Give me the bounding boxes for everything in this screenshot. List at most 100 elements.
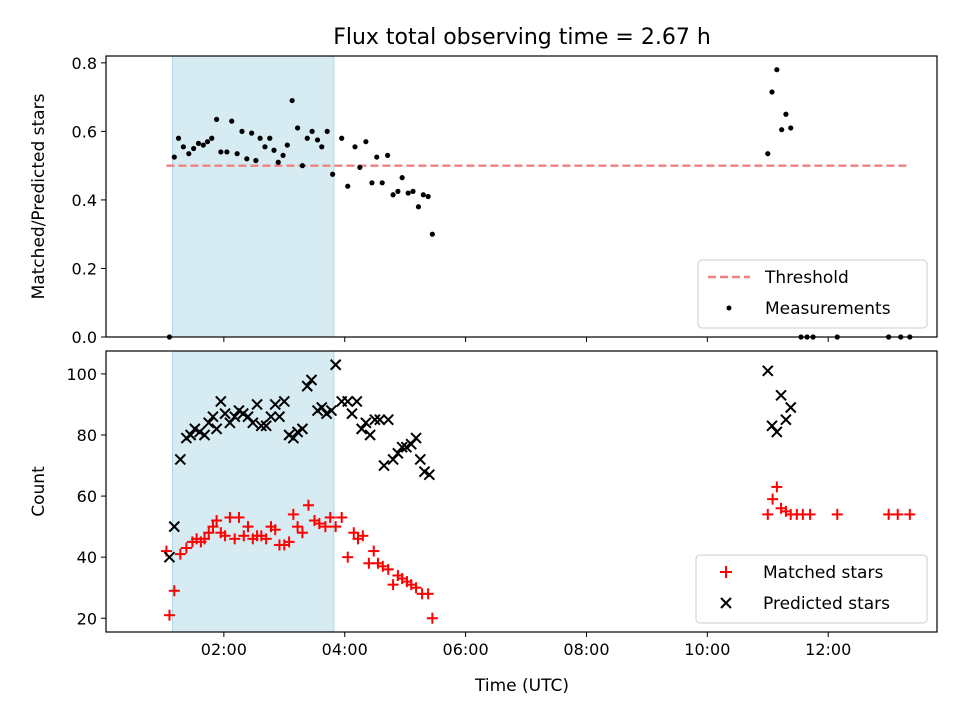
predicted-star-point <box>771 426 783 438</box>
y-axis-ticks-top: 0.0 0.2 0.4 0.6 0.8 <box>72 54 106 347</box>
predicted-star-point <box>780 414 792 426</box>
measurement-point <box>415 204 422 210</box>
predicted-star-point <box>210 423 223 435</box>
matched-star-point <box>203 527 215 539</box>
y-tick-label: 20 <box>77 609 97 628</box>
matched-star-point <box>892 508 904 520</box>
x-tick-label: 02:00 <box>201 640 247 659</box>
measurement-point <box>420 192 426 198</box>
legend-measurements-swatch <box>726 305 732 311</box>
measurement-point <box>774 67 780 73</box>
matched-star-point <box>260 533 272 545</box>
measurement-point <box>186 151 192 157</box>
y-tick-label: 0.8 <box>72 54 97 73</box>
measurement-point <box>209 135 215 141</box>
legend-predicted-label: Predicted stars <box>763 594 890 614</box>
measurement-point <box>234 151 240 157</box>
matched-star-point <box>233 511 245 523</box>
measurement-point <box>395 188 401 194</box>
matched-star-point <box>174 548 186 560</box>
axes-frame-bottom <box>105 350 938 633</box>
matched-star-point <box>269 524 281 536</box>
predicted-star-point <box>278 395 290 408</box>
y-tick-label: 40 <box>77 548 97 567</box>
predicted-star-point <box>255 420 268 432</box>
y-axis-label-top: Matched/Predicted stars <box>29 93 49 299</box>
predicted-star-point <box>207 410 219 423</box>
predicted-star-point <box>265 410 277 423</box>
predicted-star-point <box>269 398 281 411</box>
predicted-star-point <box>410 432 422 444</box>
axes-frame-top <box>105 55 938 338</box>
measurement-point <box>180 144 186 150</box>
y-tick-label: 0.4 <box>72 191 97 210</box>
matched-star-point <box>904 508 916 520</box>
measurement-point <box>369 180 375 186</box>
matched-star-point <box>348 527 360 539</box>
predicted-star-point <box>423 468 436 481</box>
matched-star-point <box>382 563 394 575</box>
matched-star-point <box>804 508 816 520</box>
measurement-point <box>304 135 310 141</box>
measurement-point <box>788 125 794 131</box>
matched-star-point <box>330 521 342 533</box>
measurement-point <box>410 188 416 194</box>
predicted-star-point <box>168 520 181 533</box>
measurement-point <box>294 125 301 131</box>
legend-bottom: Matched stars Predicted stars <box>695 554 928 624</box>
matched-star-point <box>207 521 219 533</box>
shaded-interval-bottom <box>171 350 335 633</box>
measurement-point <box>309 128 315 134</box>
x-tick-label: 04:00 <box>322 640 368 659</box>
predicted-star-point <box>785 401 797 414</box>
predicted-star-point <box>198 429 211 441</box>
measurement-point <box>289 97 295 104</box>
x-tick-label: 06:00 <box>443 640 489 659</box>
predicted-star-point <box>396 441 408 453</box>
predicted-star-point <box>229 410 241 423</box>
measurement-point <box>405 190 411 196</box>
panel-ratio: 0.00.20.40.60.8 Matched/Predicted stars … <box>29 54 938 347</box>
y-tick-label: 0.2 <box>72 259 97 278</box>
x-tick-label: 10:00 <box>684 640 730 659</box>
matched-star-point <box>319 521 331 533</box>
measurement-point <box>330 171 336 177</box>
predicted-star-point <box>215 395 227 408</box>
panel-counts: 20 40 60 80 100 02:00 04:00 06:00 08:00 10:00 12:… <box>29 350 938 696</box>
measurement-point <box>390 192 396 198</box>
measurement-point <box>299 163 306 169</box>
measurement-point <box>385 152 391 158</box>
chart-title: Flux total observing time = 2.67 h <box>333 25 711 50</box>
legend-box-bottom <box>695 554 928 624</box>
measurement-point <box>224 149 230 155</box>
measurements-series <box>166 67 913 340</box>
y-tick-label: 0.0 <box>72 328 97 347</box>
predicted-star-point <box>382 414 394 426</box>
predicted-star-point <box>346 407 358 420</box>
measurement-point <box>229 118 235 124</box>
measurement-point <box>262 144 268 150</box>
measurement-point <box>374 154 380 160</box>
measurement-point <box>379 180 385 186</box>
predicted-star-point <box>762 365 774 377</box>
measurement-point <box>204 139 211 145</box>
measurement-point <box>769 89 775 95</box>
predicted-star-point <box>251 398 263 411</box>
matched-star-point <box>296 527 308 539</box>
measurement-point <box>324 128 330 134</box>
matched-star-point <box>831 508 843 520</box>
measurement-point <box>399 175 405 181</box>
y-tick-label: 80 <box>77 426 97 445</box>
measurement-point <box>429 231 435 237</box>
predicted-star-point <box>355 423 368 435</box>
predicted-star-point <box>260 420 272 432</box>
measurement-point <box>779 127 785 133</box>
measurement-point <box>175 135 182 141</box>
predicted-star-point <box>329 359 342 371</box>
measurement-point <box>213 116 220 122</box>
y-axis-ticks-bottom: 20 40 60 80 100 <box>66 365 106 628</box>
predicted-star-point <box>305 374 318 386</box>
matched-star-point <box>219 530 231 542</box>
y-tick-label: 0.6 <box>72 122 97 141</box>
